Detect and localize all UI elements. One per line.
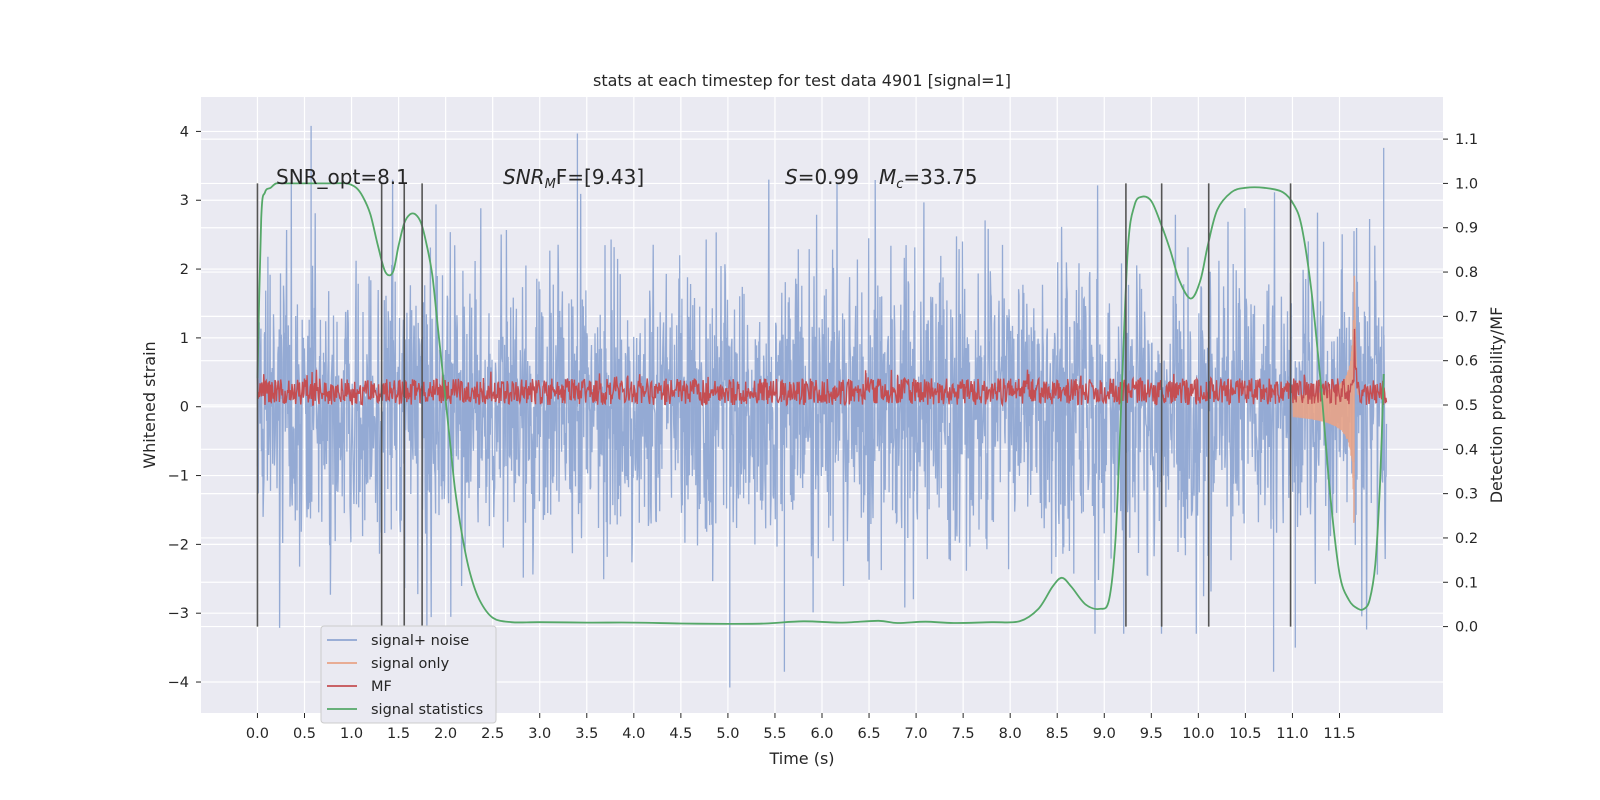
x-tick-label: 7.5: [952, 726, 975, 742]
y-tick-label: −1: [168, 469, 189, 485]
series-signal-only: [1291, 275, 1359, 523]
s-annotation: S=0.99: [785, 165, 859, 189]
y2-tick-label: 0.4: [1455, 442, 1478, 458]
snr-mf-symbol: SNR: [503, 165, 545, 189]
legend-label: signal only: [371, 656, 450, 672]
y2-tick-label: 1.0: [1455, 176, 1478, 192]
x-tick-label: 1.0: [340, 726, 363, 742]
legend: signal+ noise signal only MF signal statist…: [320, 625, 497, 724]
vertical-markers: [256, 183, 1292, 627]
y2-tick-label: 0.7: [1455, 309, 1478, 325]
y2-axis-label: Detection probability/MF: [1487, 307, 1506, 504]
series-signal-plus-noise: [256, 125, 1388, 688]
y2-tick-label: 0.8: [1455, 265, 1478, 281]
x-tick-label: 1.5: [387, 726, 410, 742]
y-tick-label: −3: [168, 606, 189, 622]
y2-tick-label: 0.2: [1455, 531, 1478, 547]
y-tick-label: 4: [180, 124, 189, 140]
y2-tick-label: 1.1: [1455, 132, 1478, 148]
axes: 0.0 0.5 1.0 1.5 2.0 2.5 3.0 3.5 4.0 4.5 5.0 5.5 6.0 6…: [168, 124, 1478, 742]
snr-mf-value: F=[9.43]: [556, 165, 644, 189]
x-tick-label: 8.0: [999, 726, 1022, 742]
snr-opt-annotation: SNR_opt=8.1: [276, 165, 409, 189]
x-tick-label: 0.0: [246, 726, 269, 742]
y-tick-label: 0: [180, 400, 189, 416]
x-tick-label: 9.0: [1093, 726, 1116, 742]
y-tick-label: −4: [168, 675, 189, 691]
y-tick-label: −2: [168, 537, 189, 553]
x-tick-label: 6.0: [810, 726, 833, 742]
y2-tick-label: 0.6: [1455, 354, 1478, 370]
x-axis-label: Time (s): [768, 749, 834, 768]
x-tick-label: 3.5: [575, 726, 598, 742]
x-tick-label: 7.0: [905, 726, 928, 742]
legend-label: signal+ noise: [371, 633, 469, 649]
x-tick-label: 4.0: [622, 726, 645, 742]
series-mf: [256, 328, 1388, 408]
legend-box: [320, 625, 497, 724]
legend-label: MF: [371, 679, 392, 695]
y2-tick-label: 0.0: [1455, 620, 1478, 636]
annotations: SNR_opt=8.1 SNRMF=[9.43] S=0.99 Mc=33.75: [276, 165, 977, 192]
legend-label: signal statistics: [371, 702, 483, 718]
y2-tick-label: 0.1: [1455, 575, 1478, 591]
x-tick-label: 2.5: [481, 726, 504, 742]
y2-tick-label: 0.5: [1455, 398, 1478, 414]
snr-mf-annotation: SNRMF=[9.43]: [503, 165, 644, 192]
x-tick-label: 5.5: [763, 726, 786, 742]
chart-title: stats at each timestep for test data 490…: [593, 71, 1011, 90]
mc-subscript: c: [896, 177, 903, 192]
x-tick-label: 8.5: [1046, 726, 1069, 742]
mc-value: =33.75: [903, 165, 977, 189]
y-tick-label: 2: [180, 262, 189, 278]
x-tick-label: 10.0: [1182, 726, 1214, 742]
x-tick-label: 0.5: [293, 726, 316, 742]
y-axis-label: Whitened strain: [140, 341, 159, 468]
s-symbol: S: [785, 165, 798, 189]
x-tick-label: 11.0: [1276, 726, 1308, 742]
mc-symbol: M: [879, 165, 896, 189]
x-tick-label: 9.5: [1140, 726, 1163, 742]
y-tick-label: 3: [180, 193, 189, 209]
x-tick-label: 2.0: [434, 726, 457, 742]
y-tick-label: 1: [180, 331, 189, 347]
s-value: =0.99: [798, 165, 859, 189]
y2-tick-label: 0.3: [1455, 487, 1478, 503]
snr-mf-subscript: M: [545, 177, 556, 192]
x-tick-label: 10.5: [1229, 726, 1261, 742]
x-tick-label: 6.5: [858, 726, 881, 742]
x-tick-label: 4.5: [669, 726, 692, 742]
x-tick-label: 5.0: [716, 726, 739, 742]
x-tick-label: 3.0: [528, 726, 551, 742]
mc-annotation: Mc=33.75: [879, 165, 977, 192]
x-tick-label: 11.5: [1323, 726, 1355, 742]
y2-tick-label: 0.9: [1455, 221, 1478, 237]
